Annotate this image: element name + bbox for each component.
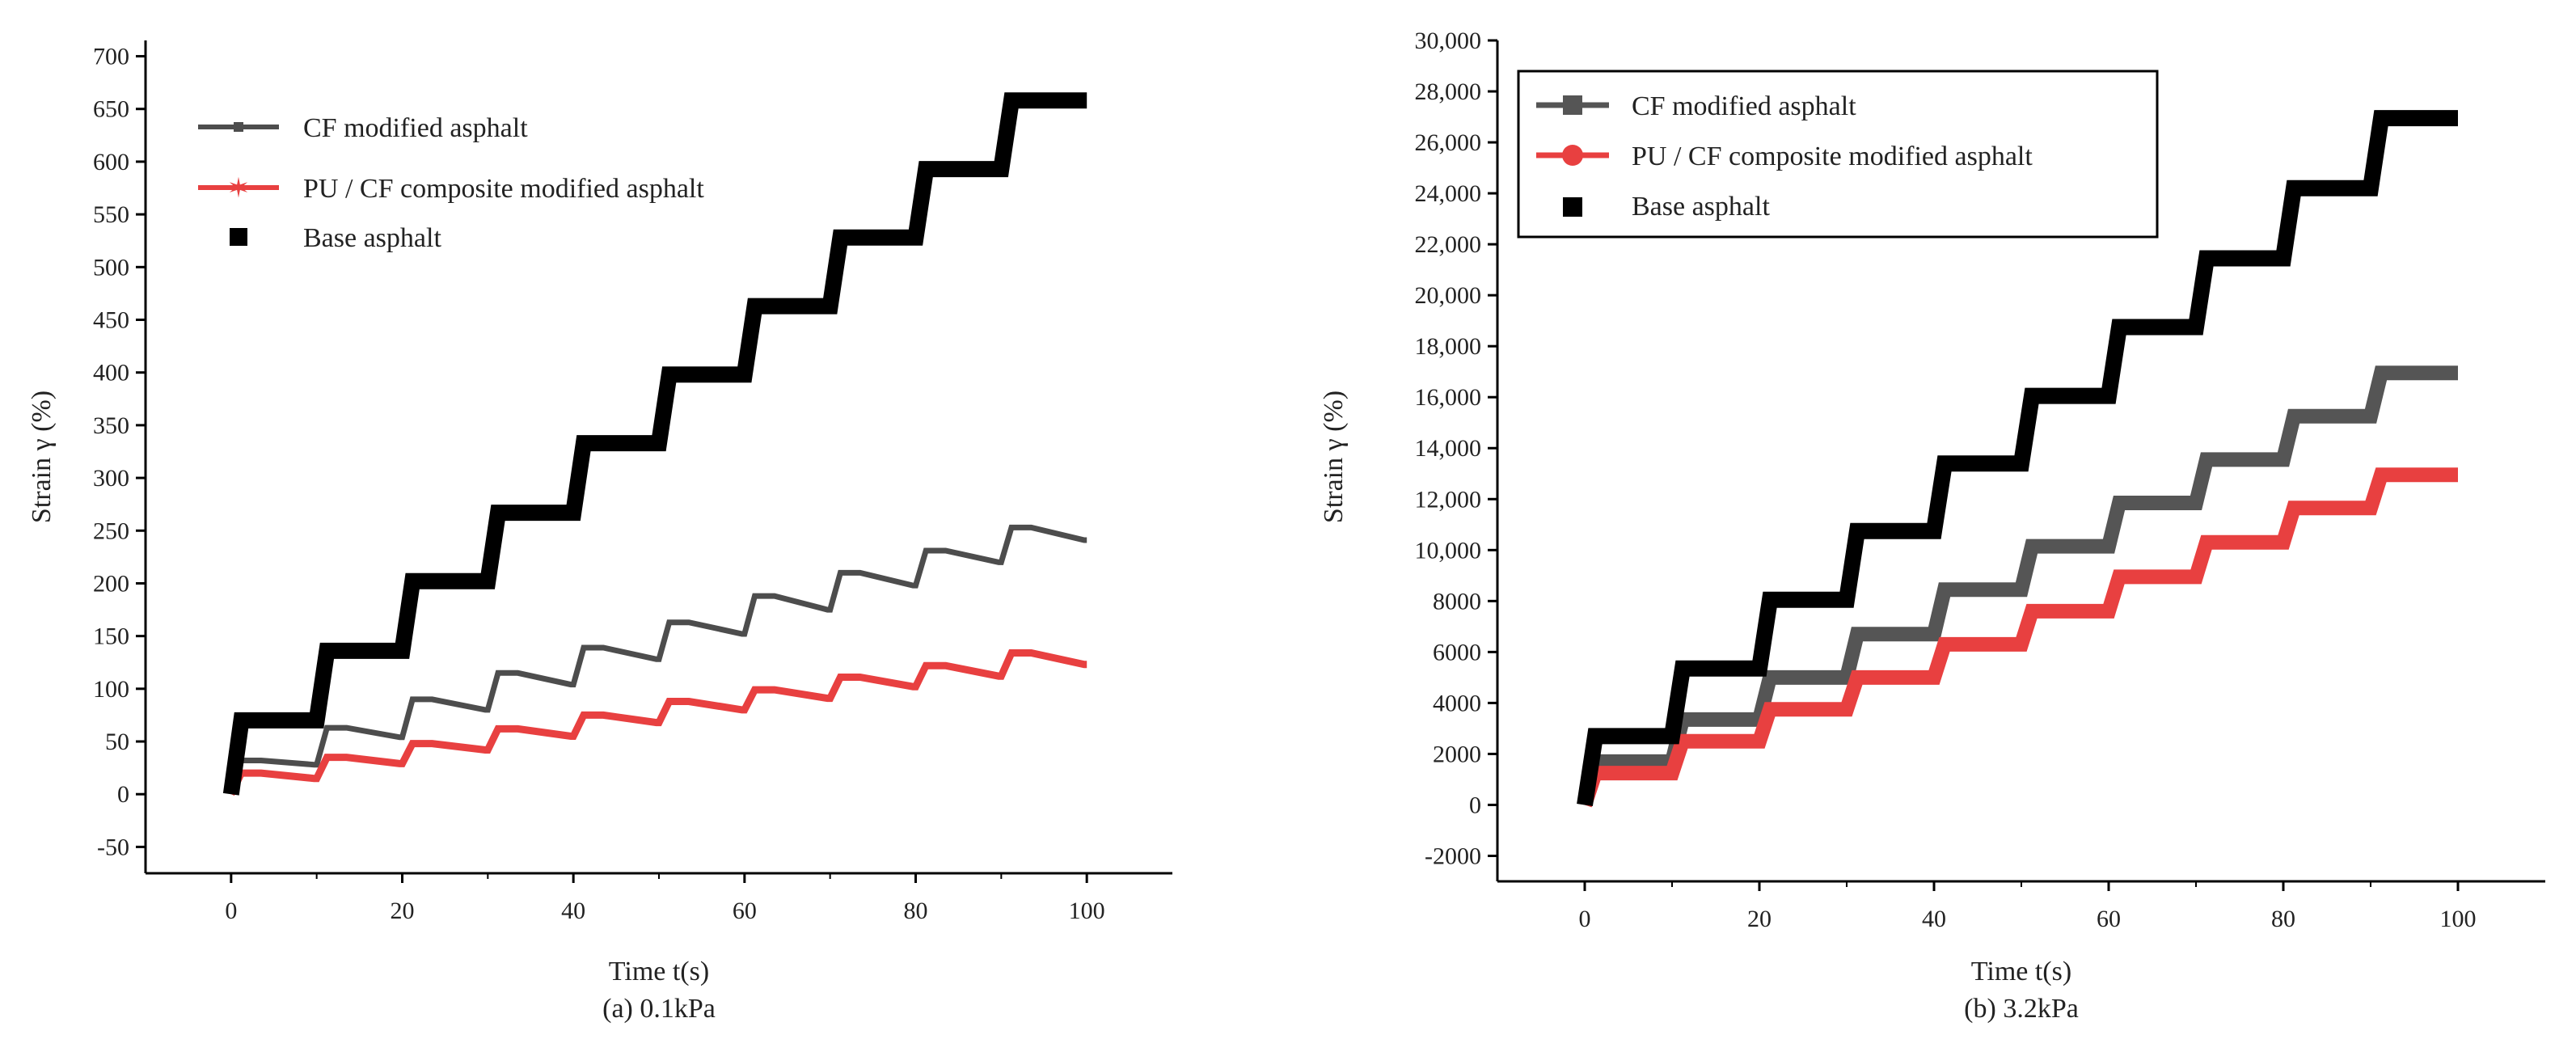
panel-a: -500501001502002503003504004505005506006… bbox=[27, 40, 1172, 1024]
panel-b-y-tick-label: 14,000 bbox=[1415, 435, 1482, 462]
panel-a-x-tick-label: 60 bbox=[733, 898, 757, 924]
panel-a-y-tick-label: 200 bbox=[93, 570, 129, 597]
panel-a-x-tick-label: 100 bbox=[1069, 898, 1105, 924]
panel-b-series-cf-modified-asphalt bbox=[1577, 365, 2458, 807]
panel-a-y-tick-label: 50 bbox=[105, 729, 129, 755]
panel-a-legend: CF modified asphalt ✶ PU / CF composite … bbox=[198, 113, 704, 253]
panel-b-y-tick-label: -2000 bbox=[1425, 843, 1481, 869]
panel-a-series-pu-cf-composite-modified-asphalt bbox=[227, 649, 1087, 796]
panel-a-y-tick-label: 0 bbox=[117, 781, 129, 808]
panel-b-caption: (b) 3.2kPa bbox=[1964, 994, 2079, 1024]
panel-b-y-tick-label: 20,000 bbox=[1415, 282, 1482, 309]
panel-b-legend-label-pu: PU / CF composite modified asphalt bbox=[1632, 142, 2033, 171]
panel-b-y-tick-label: 0 bbox=[1469, 792, 1481, 818]
panel-b-series bbox=[1577, 110, 2458, 808]
panel-b-y-tick-label: 8000 bbox=[1433, 588, 1481, 615]
panel-a-legend-marker-base bbox=[230, 228, 247, 246]
panel-b-y-tick-label: 10,000 bbox=[1415, 537, 1482, 564]
panel-b-y-ticks: -2000 0 2000 4000 6000 8000 10,000 12,000 14,000… bbox=[1415, 27, 1497, 869]
panel-a-y-tick-label: 700 bbox=[93, 44, 129, 70]
panel-b-y-tick-label: 26,000 bbox=[1415, 129, 1482, 156]
panel-b-x-tick-label: 40 bbox=[1922, 906, 1946, 932]
panel-b-y-tick-label: 24,000 bbox=[1415, 180, 1482, 207]
panel-a-x-tick-label: 80 bbox=[904, 898, 928, 924]
panel-b-x-tick-label: 20 bbox=[1747, 906, 1772, 932]
panel-a-legend-label-pu: PU / CF composite modified asphalt bbox=[303, 174, 704, 204]
panel-b-series-pu-cf-composite-modified-asphalt bbox=[1577, 467, 2458, 808]
panel-a-series bbox=[222, 92, 1087, 796]
panel-a-y-tick-label: 450 bbox=[93, 307, 129, 334]
panel-b-y-tick-label: 12,000 bbox=[1415, 486, 1482, 513]
panel-b-y-tick-label: 2000 bbox=[1433, 741, 1481, 767]
panel-a-y-axis-title: Strain γ (%) bbox=[27, 391, 57, 523]
panel-a-x-tick-label: 20 bbox=[391, 898, 415, 924]
panel-a-series-base-asphalt bbox=[222, 92, 1087, 796]
panel-b-y-tick-label: 16,000 bbox=[1415, 384, 1482, 411]
panel-b-legend-marker-cf bbox=[1563, 95, 1582, 115]
panel-a-y-tick-label: 100 bbox=[93, 676, 129, 703]
panel-a-y-ticks: -50 0 50 100 150 200 250 300 350 400 450 500 550 600 6… bbox=[93, 44, 146, 860]
panel-b-y-tick-label: 28,000 bbox=[1415, 78, 1482, 105]
panel-b-y-tick-label: 18,000 bbox=[1415, 333, 1482, 360]
panel-b-y-tick-label: 30,000 bbox=[1415, 27, 1482, 54]
panel-a-y-tick-label: 150 bbox=[93, 623, 129, 650]
panel-b-series-base-asphalt bbox=[1577, 110, 2458, 807]
panel-a-y-tick-label: 350 bbox=[93, 412, 129, 439]
panel-a-legend-label-cf: CF modified asphalt bbox=[303, 113, 528, 143]
panel-b-legend-marker-pu bbox=[1562, 145, 1583, 166]
panel-b-legend-label-base: Base asphalt bbox=[1632, 192, 1770, 222]
panel-b-x-tick-label: 80 bbox=[2271, 906, 2295, 932]
panel-a-x-tick-label: 40 bbox=[561, 898, 585, 924]
panel-a-y-tick-label: 400 bbox=[93, 360, 129, 386]
panel-b-y-axis-title: Strain γ (%) bbox=[1319, 391, 1349, 523]
panel-a-caption: (a) 0.1kPa bbox=[602, 994, 716, 1024]
panel-a-y-tick-label: -50 bbox=[97, 834, 129, 860]
panel-a-y-tick-label: 600 bbox=[93, 149, 129, 175]
panel-a-x-axis-title: Time t(s) bbox=[609, 957, 709, 986]
panel-b-x-ticks: 0 20 40 60 80 100 bbox=[1579, 881, 2477, 932]
panel-b: -2000 0 2000 4000 6000 8000 10,000 12,000 14,000… bbox=[1319, 27, 2545, 1024]
panel-a-legend-marker-cf bbox=[234, 122, 243, 132]
panel-a-series-cf-modified-asphalt bbox=[228, 524, 1087, 796]
panel-a-legend-marker-pu: ✶ bbox=[227, 172, 251, 205]
panel-a-y-tick-label: 550 bbox=[93, 201, 129, 228]
panel-a-y-tick-label: 250 bbox=[93, 517, 129, 544]
panel-a-y-tick-label: 300 bbox=[93, 465, 129, 492]
panel-a-y-tick-label: 500 bbox=[93, 254, 129, 281]
panel-b-x-axis-title: Time t(s) bbox=[1971, 957, 2071, 986]
panel-b-x-tick-label: 100 bbox=[2440, 906, 2477, 932]
panel-b-y-tick-label: 22,000 bbox=[1415, 231, 1482, 258]
panel-b-legend: CF modified asphalt PU / CF composite mo… bbox=[1517, 70, 2159, 239]
panel-b-legend-frame bbox=[1517, 70, 2159, 239]
panel-a-legend-label-base: Base asphalt bbox=[303, 223, 441, 253]
panel-b-legend-marker-base bbox=[1563, 197, 1582, 217]
panel-a-x-ticks: 0 20 40 60 80 100 bbox=[225, 873, 1105, 924]
panel-a-x-tick-label: 0 bbox=[225, 898, 237, 924]
panel-b-x-tick-label: 60 bbox=[2097, 906, 2121, 932]
panel-b-y-tick-label: 4000 bbox=[1433, 690, 1481, 716]
panel-b-legend-label-cf: CF modified asphalt bbox=[1632, 91, 1856, 121]
panel-b-y-tick-label: 6000 bbox=[1433, 639, 1481, 665]
panel-a-y-tick-label: 650 bbox=[93, 96, 129, 123]
panel-b-x-tick-label: 0 bbox=[1579, 906, 1591, 932]
